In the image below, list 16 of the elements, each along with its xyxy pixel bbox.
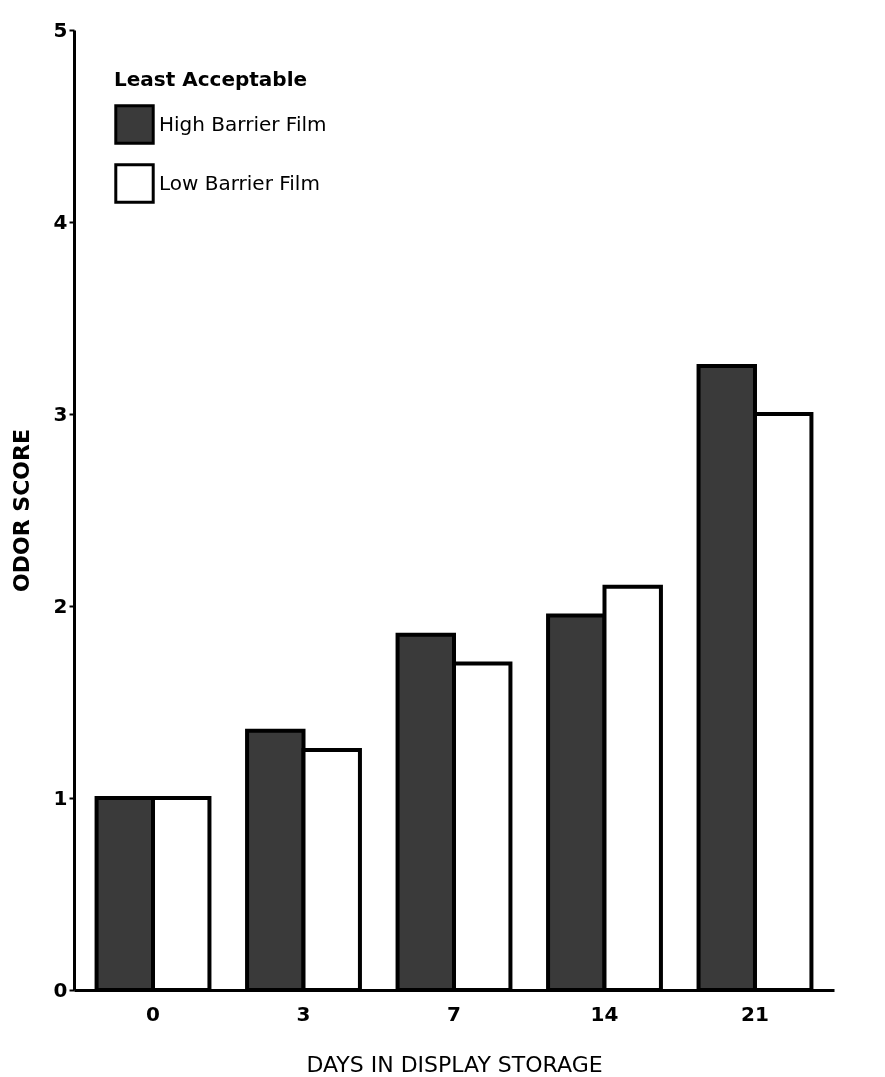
y-axis-title: ODOR SCORE [8, 429, 34, 592]
x-tick-label: 3 [296, 1001, 311, 1026]
legend-label: Low Barrier Film [159, 170, 320, 195]
x-tick-label: 7 [447, 1001, 461, 1026]
legend-title: Least Acceptable [114, 67, 308, 91]
y-tick-label: 0 [53, 977, 68, 1002]
y-tick-label: 5 [53, 17, 68, 42]
y-tick-label: 3 [53, 401, 68, 426]
y-tick-label: 1 [53, 785, 68, 810]
legend-label: High Barrier Film [159, 111, 327, 136]
x-axis-title: DAYS IN DISPLAY STORAGE [306, 1051, 603, 1077]
y-tick-label: 4 [53, 209, 68, 234]
x-tick-label: 0 [146, 1001, 160, 1026]
x-tick-label: 21 [741, 1001, 769, 1026]
x-tick-label: 14 [590, 1001, 619, 1026]
y-tick-label: 2 [53, 593, 68, 618]
